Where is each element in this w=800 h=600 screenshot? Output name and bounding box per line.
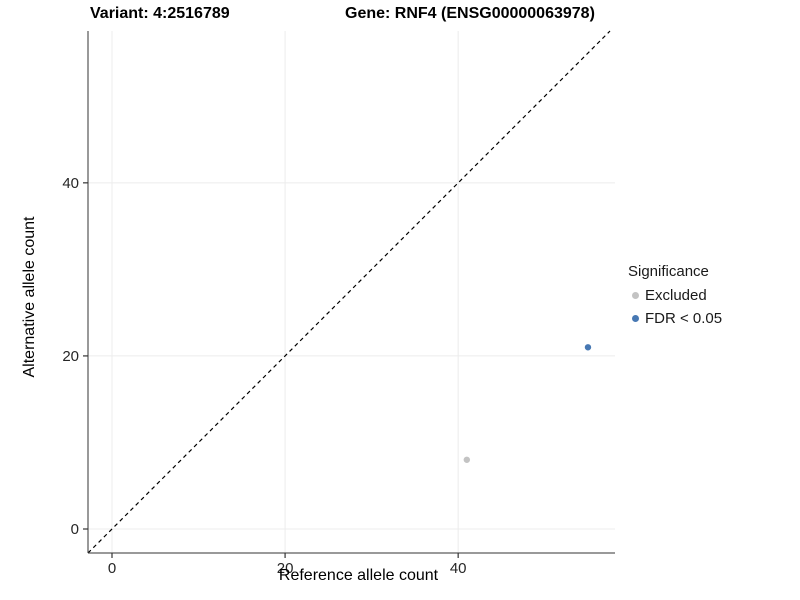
x-tick-label: 0 [108,560,116,577]
legend-key-dot [632,292,639,299]
legend: Significance Excluded FDR < 0.05 [628,262,722,330]
x-axis-title: Reference allele count [279,567,439,584]
y-tick-label: 0 [71,521,79,538]
legend-item: FDR < 0.05 [628,307,722,330]
x-tick-label: 40 [450,560,467,577]
gene-title: Gene: RNF4 (ENSG00000063978) [345,5,595,22]
data-point [463,456,471,463]
legend-item-label: FDR < 0.05 [645,310,723,327]
legend-item-label: Excluded [645,287,707,304]
identity-line [87,30,611,554]
legend-items: Excluded FDR < 0.05 [628,284,722,330]
legend-item: Excluded [628,284,722,307]
legend-key-dot [632,315,639,322]
data-point [584,344,592,351]
x-tick-label: 20 [277,560,294,577]
y-tick-label: 20 [62,348,79,365]
y-axis-title: Alternative allele count [21,216,38,378]
y-tick-label: 40 [62,175,79,192]
variant-title: Variant: 4:2516789 [90,5,230,22]
legend-title: Significance [628,263,709,280]
